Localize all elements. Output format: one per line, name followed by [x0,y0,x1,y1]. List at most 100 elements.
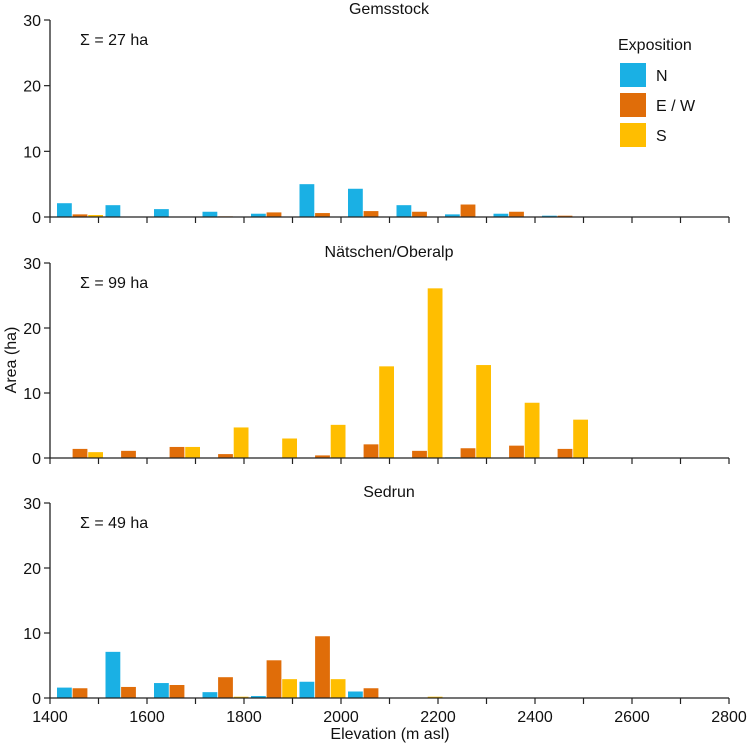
x-tick-label: 1400 [32,709,68,726]
bar-ew-1600 [169,446,185,458]
legend-title: Exposition [618,37,692,54]
bar-ew-2400 [557,215,573,217]
panel-title: Gemsstock [349,1,430,18]
y-tick-label: 0 [32,691,41,708]
panel-3: Sedrun Σ = 49 ha 0 10 20 30 1400 1600 1800 2000 22… [23,484,747,726]
bar-ew-1900 [315,213,330,217]
x-tick-label: 2600 [614,709,650,726]
bar-ew-1400 [72,688,88,698]
bar-s-1800 [282,679,297,698]
x-tick-label: 1600 [129,709,165,726]
x-tick-label: 2800 [711,709,747,726]
bar-ew-1800 [266,212,282,217]
bar-s-2000 [379,366,394,458]
bar-n-2100 [396,205,412,217]
y-axis-title: Area (ha) [3,327,20,394]
panel-sum-label: Σ = 99 ha [80,275,148,292]
bar-ew-1500 [121,686,136,698]
y-tick-label: 20 [23,561,41,578]
bar-ew-1400 [72,214,88,217]
y-tick-label: 20 [23,79,41,96]
bar-ew-1700 [218,677,233,698]
bar-n-2000 [348,188,363,217]
bar-ew-2300 [509,445,524,458]
y-tick-label: 30 [23,256,41,273]
bar-n-1700 [202,692,218,698]
bar-s-1900 [330,424,346,458]
y-tick-label: 10 [23,626,41,643]
bar-n-1500 [105,651,121,698]
bar-n-1600 [154,209,169,217]
bar-n-1900 [299,681,315,698]
x-tick-label: 2000 [323,709,359,726]
y-tick-label: 0 [32,451,41,468]
panel-1: Gemsstock Σ = 27 ha 0 10 20 30 [23,1,730,227]
bar-s-1700 [233,427,249,458]
legend-label: N [656,68,668,85]
y-tick-label: 20 [23,321,41,338]
legend-swatch-n [620,63,646,87]
bar-n-1700 [202,211,218,217]
bar-ew-2200 [460,448,476,458]
bar-ew-2100 [412,450,427,458]
bars [72,288,588,459]
y-tick-label: 30 [23,496,41,513]
bar-s-2300 [524,402,540,458]
bar-s-2200 [476,365,491,458]
bar-n-1500 [105,205,121,217]
bar-n-2400 [542,215,557,217]
bar-n-2000 [348,691,363,698]
panel-sum-label: Σ = 49 ha [80,515,148,532]
bar-s-1900 [330,679,346,698]
y-tick-label: 10 [23,386,41,403]
y-tick-label: 30 [23,13,41,30]
bars [57,184,573,218]
legend-swatch-s [620,123,646,147]
x-axis-title: Elevation (m asl) [330,726,449,743]
bar-s-1600 [185,446,200,458]
bar-n-1800 [251,213,266,217]
x-tick-label: 2200 [420,709,456,726]
bar-ew-1400 [72,448,88,458]
y-tick-label: 10 [23,144,41,161]
bar-ew-1600 [169,685,185,698]
bar-ew-1800 [266,660,282,698]
bar-s-2400 [573,419,588,458]
x-tick-label: 2400 [517,709,553,726]
bar-s-1400 [88,452,103,458]
bar-s-1800 [282,438,297,458]
bar-n-1800 [251,696,266,698]
bar-n-1900 [299,184,315,217]
legend-swatch-ew [620,93,646,117]
bar-ew-2000 [363,211,379,217]
bar-ew-2400 [557,448,573,458]
bar-s-2100 [427,288,443,458]
panel-title: Sedrun [363,484,415,501]
bar-ew-1500 [121,450,136,458]
legend: Exposition N E / W S [618,37,696,147]
legend-label: S [656,128,667,145]
bar-n-1400 [57,687,72,698]
bar-ew-1900 [315,455,330,458]
bars [57,636,443,698]
bar-n-1400 [57,203,72,217]
bar-ew-1700 [218,454,233,458]
x-tick-label: 1800 [226,709,262,726]
bar-n-2300 [493,213,509,217]
bar-ew-2000 [363,688,379,698]
bar-ew-2300 [509,211,524,217]
bar-ew-2100 [412,211,427,217]
legend-label: E / W [656,98,696,115]
panel-title: Nätschen/Oberalp [325,244,454,261]
bar-s-1400 [88,215,103,217]
panel-2: Nätschen/Oberalp Σ = 99 ha 0 10 20 30 [23,244,730,468]
bar-n-1600 [154,683,169,698]
bar-ew-1900 [315,636,330,698]
y-tick-label: 0 [32,210,41,227]
bar-n-2200 [445,214,460,217]
bar-ew-2000 [363,444,379,458]
bar-ew-2200 [460,204,476,217]
panel-sum-label: Σ = 27 ha [80,32,148,49]
